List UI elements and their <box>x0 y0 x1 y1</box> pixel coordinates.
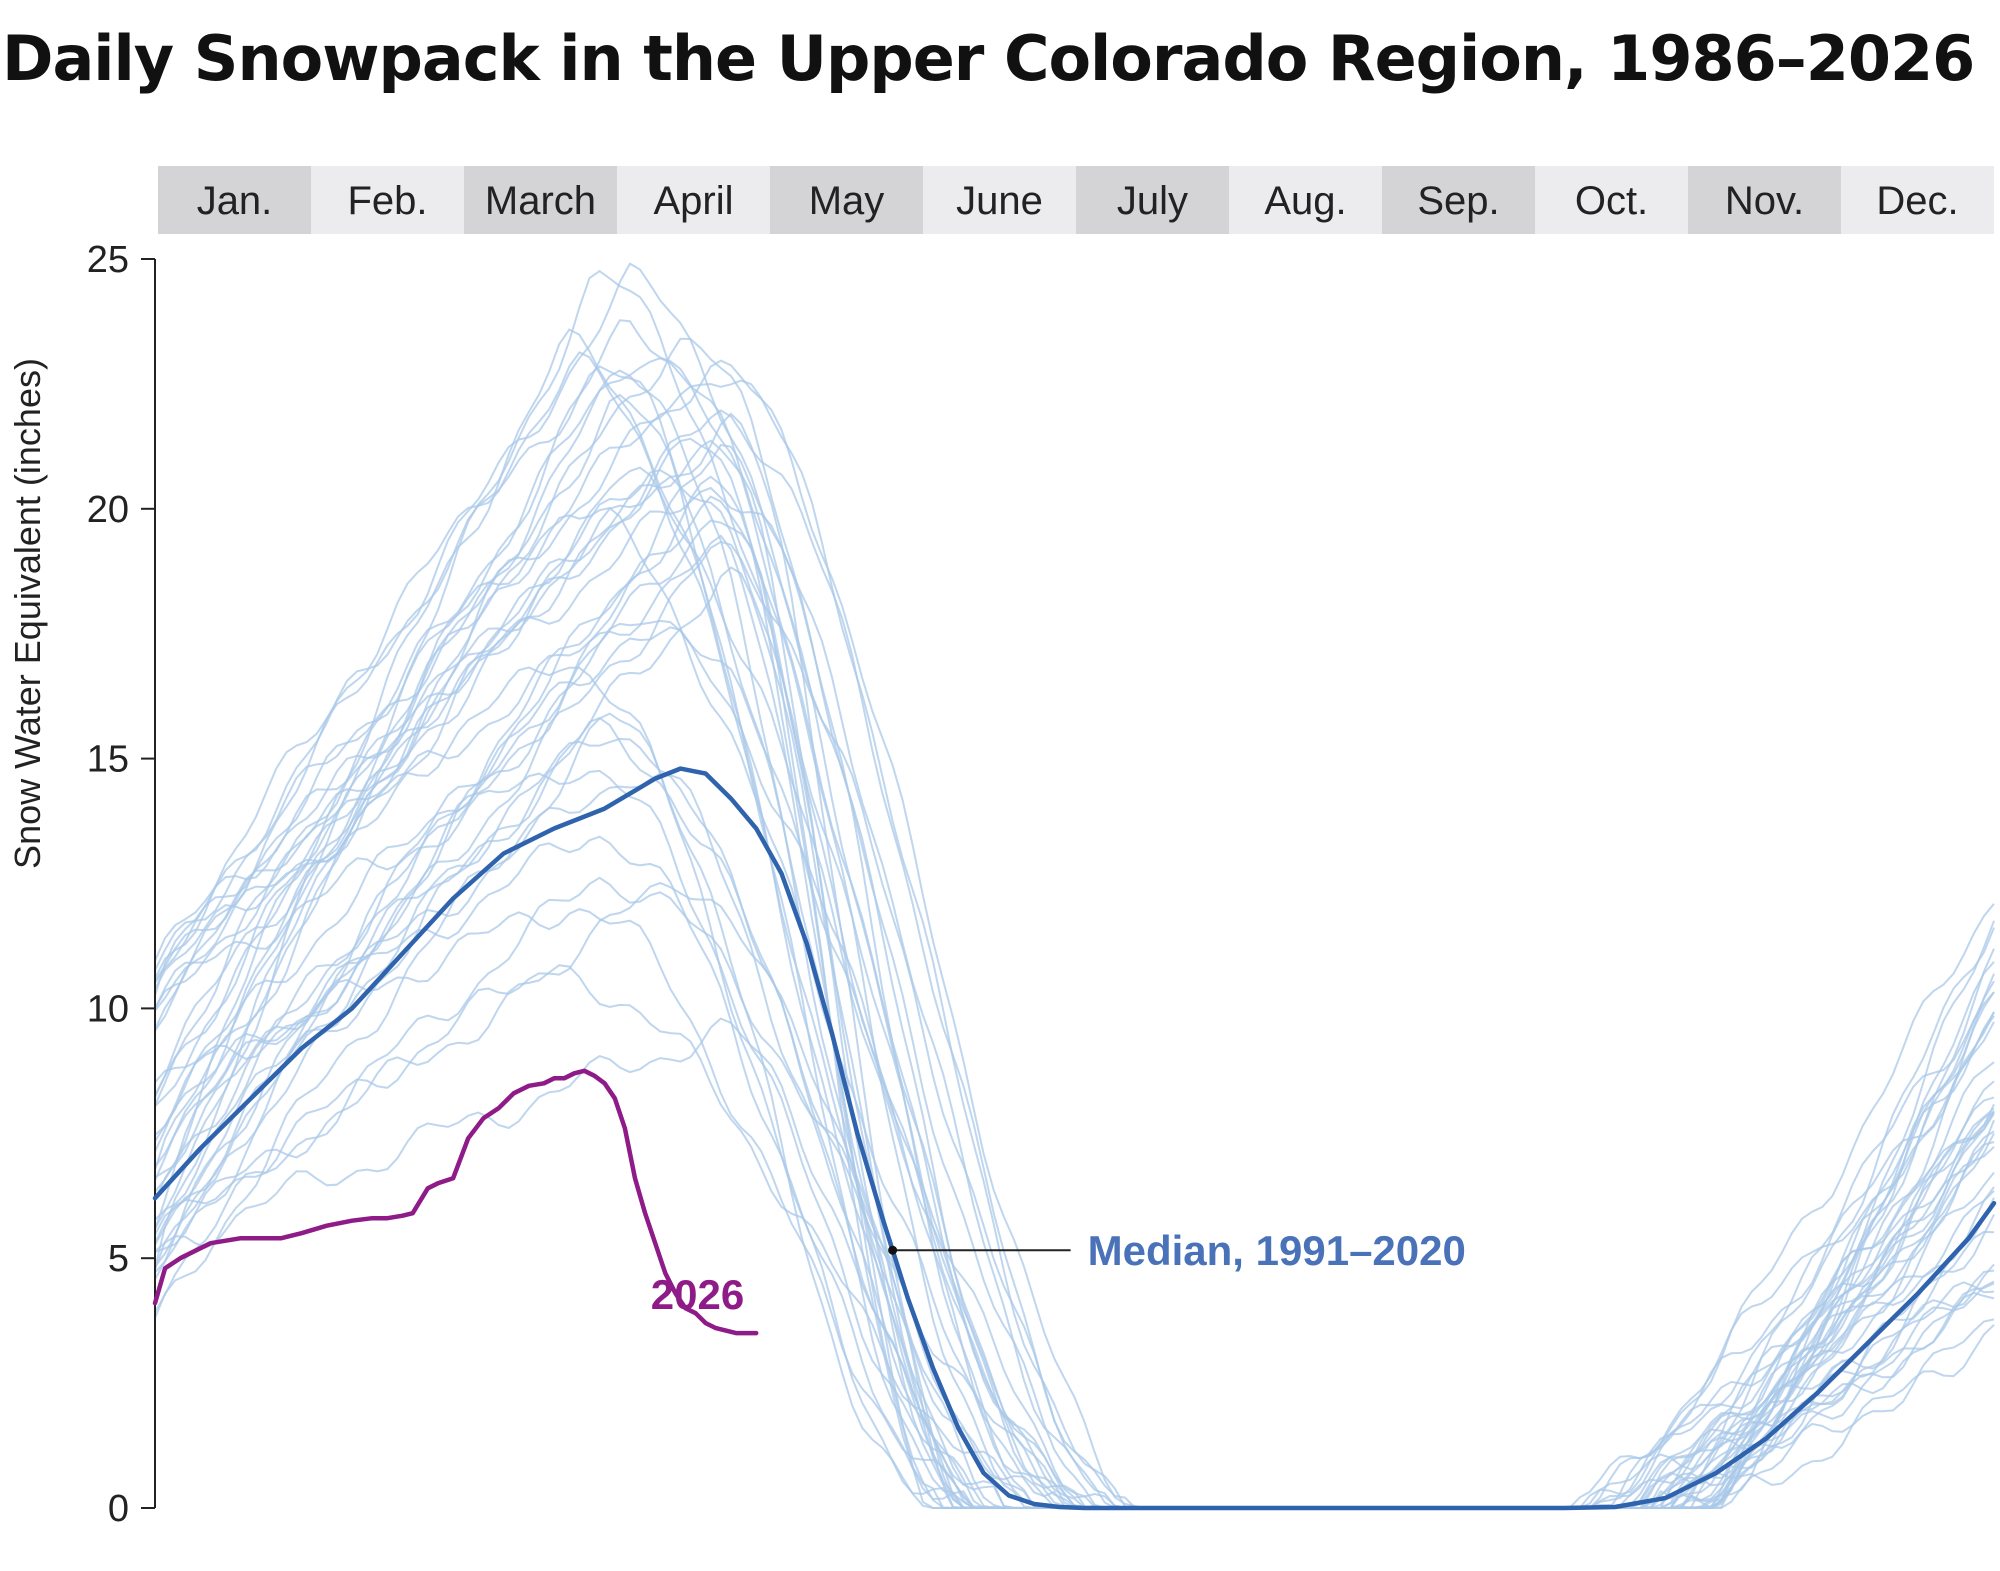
historical-year-line <box>154 359 1995 1510</box>
historical-year-line <box>154 319 1995 1509</box>
historical-year-line <box>154 495 1995 1510</box>
month-label: Sep. <box>1417 179 1499 223</box>
historical-year-line <box>154 666 1995 1509</box>
median-leader-dot <box>888 1245 898 1255</box>
historical-year-line <box>154 379 1995 1509</box>
y-axis: 0 5 10 15 20 25 <box>87 239 156 1530</box>
historical-year-line <box>154 357 1995 1510</box>
month-label: June <box>956 179 1043 223</box>
month-band-4 <box>617 166 770 234</box>
month-band-12 <box>1841 166 1994 234</box>
median-line <box>152 766 1997 1511</box>
month-label: April <box>653 179 733 223</box>
month-band-7 <box>1076 166 1229 234</box>
line-2026 <box>152 1068 759 1336</box>
historical-year-line <box>154 475 1995 1509</box>
historical-year-line <box>154 486 1995 1509</box>
historical-year-line <box>154 716 1995 1510</box>
month-band-6 <box>923 166 1076 234</box>
month-band-11 <box>1688 166 1841 234</box>
historical-year-line <box>154 876 1995 1509</box>
historical-year-line <box>154 409 1995 1509</box>
month-label: March <box>485 179 596 223</box>
month-label: July <box>1117 179 1188 223</box>
historical-year-line <box>154 365 1995 1510</box>
historical-year-line <box>154 351 1995 1510</box>
month-band-8 <box>1229 166 1382 234</box>
month-band-5 <box>770 166 923 234</box>
month-label: May <box>809 179 885 223</box>
month-label: Dec. <box>1876 179 1958 223</box>
historical-year-line <box>154 393 1995 1509</box>
label-2026: 2026 <box>651 1271 744 1318</box>
y-tick-label: 15 <box>87 739 129 781</box>
month-band-10 <box>1535 166 1688 234</box>
month-label: Feb. <box>347 179 427 223</box>
historical-year-line <box>154 626 1995 1509</box>
month-label: Nov. <box>1725 179 1804 223</box>
historical-year-lines <box>154 262 1995 1510</box>
historical-year-line <box>154 619 1995 1509</box>
chart-title: Daily Snowpack in the Upper Colorado Reg… <box>2 22 1975 95</box>
y-tick-label: 0 <box>108 1488 129 1530</box>
month-label: Jan. <box>197 179 273 223</box>
historical-year-line <box>154 466 1995 1509</box>
month-bands: Jan. Feb. March April May June July Aug. Sep. Oct… <box>158 166 1994 234</box>
historical-year-line <box>154 412 1995 1509</box>
month-band-2 <box>311 166 464 234</box>
y-tick-label: 20 <box>87 489 129 531</box>
month-label: Oct. <box>1575 179 1648 223</box>
month-band-3 <box>464 166 617 234</box>
historical-year-line <box>154 835 1995 1509</box>
y-tick-label: 10 <box>87 988 129 1030</box>
label-median: Median, 1991–2020 <box>1088 1227 1466 1274</box>
historical-year-line <box>154 328 1995 1509</box>
month-band-9 <box>1382 166 1535 234</box>
y-tick-label: 5 <box>108 1238 129 1280</box>
y-axis-title: Snow Water Equivalent (inches) <box>7 358 48 869</box>
y-tick-label: 25 <box>87 239 129 281</box>
month-label: Aug. <box>1264 179 1346 223</box>
month-band-1 <box>158 166 311 234</box>
